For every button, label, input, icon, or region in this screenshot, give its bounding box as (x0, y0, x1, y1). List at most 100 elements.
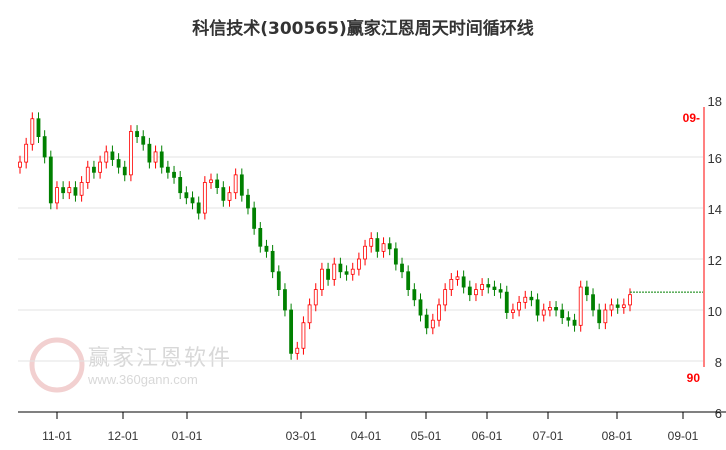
candle-body (326, 268, 330, 280)
y-tick-label: 18 (708, 94, 722, 109)
candle-body (165, 166, 170, 173)
candle-body (295, 347, 300, 354)
candle-body (621, 304, 626, 308)
candle-body (42, 136, 47, 158)
candle-body (320, 268, 324, 291)
candle-body (455, 276, 460, 280)
candle-body (141, 136, 146, 145)
candle-body (504, 291, 509, 313)
candle-body (480, 284, 485, 290)
x-tick-label: 05-01 (411, 429, 442, 443)
candle-body (184, 192, 189, 199)
y-tick-label: 10 (708, 304, 722, 319)
candle-body (289, 309, 294, 354)
y-tick-label: 8 (715, 355, 722, 370)
candle-body (400, 263, 404, 273)
candle-body (344, 271, 349, 275)
x-tick-label: 08-01 (602, 429, 633, 443)
candle-body (147, 143, 152, 163)
candle-body (467, 286, 472, 296)
candle-body (55, 187, 59, 204)
candle-body (529, 296, 534, 301)
y-tick-label: 16 (708, 151, 722, 166)
x-tick-label: 01-01 (172, 429, 203, 443)
candle-body (227, 192, 232, 201)
candle-body (430, 319, 435, 329)
candle-body (276, 271, 281, 291)
candle-body (615, 304, 620, 308)
candle-body (301, 322, 306, 349)
candle-body (258, 227, 263, 247)
candle-body (381, 243, 386, 252)
candle-body (437, 304, 441, 321)
candle-body (24, 143, 29, 163)
candle-body (122, 166, 127, 176)
candle-body (246, 194, 250, 209)
candle-body (369, 238, 374, 247)
cycle-label-bottom: 90 (687, 371, 701, 385)
candle-body (350, 268, 355, 275)
candle-body (252, 207, 257, 229)
y-tick-label: 6 (715, 406, 722, 421)
candle-body (511, 309, 515, 313)
candle-body (313, 289, 318, 306)
candle-body (554, 307, 558, 311)
candle-body (418, 299, 423, 316)
candle-body (560, 309, 565, 319)
candle-body (215, 179, 220, 188)
candle-body (73, 187, 78, 196)
candle-body (523, 296, 528, 303)
x-tick-label: 09-01 (668, 429, 699, 443)
candle-body (67, 187, 72, 194)
candle-body (461, 276, 466, 288)
x-tick-label: 04-01 (351, 429, 382, 443)
candle-body (541, 309, 546, 316)
candle-body (406, 271, 411, 291)
candle-body (566, 317, 571, 321)
candle-body (338, 263, 343, 273)
x-tick-label: 06-01 (472, 429, 503, 443)
candle-body (603, 309, 608, 324)
candle-body (110, 151, 115, 160)
candle-body (209, 179, 213, 183)
candle-body (190, 197, 195, 204)
x-tick-label: 03-01 (286, 429, 317, 443)
candle-body (572, 319, 577, 326)
candle-body (498, 289, 503, 293)
candle-body (79, 182, 84, 196)
y-tick-label: 12 (708, 253, 722, 268)
candle-body (424, 314, 429, 329)
candle-body (609, 304, 614, 311)
x-tick-label: 12-01 (108, 429, 139, 443)
candle-body (597, 309, 602, 324)
candle-body (264, 245, 269, 252)
candle-body (363, 245, 367, 260)
cycle-label-top: 09- (683, 111, 700, 125)
candle-body (307, 304, 312, 324)
candle-body (584, 286, 589, 296)
y-tick-label: 14 (708, 202, 722, 217)
candle-body (356, 258, 361, 270)
candle-body (387, 243, 392, 250)
candle-body (36, 118, 41, 138)
candle-body (135, 131, 139, 137)
candle-body (116, 159, 121, 168)
candle-body (129, 131, 133, 176)
candle-body (332, 263, 337, 280)
candle-body (18, 161, 22, 168)
candle-body (178, 176, 183, 194)
candle-body (474, 289, 478, 296)
candle-body (486, 284, 491, 288)
candle-body (591, 294, 595, 311)
candle-body (628, 294, 632, 306)
candle-body (393, 248, 398, 265)
candle-body (221, 187, 226, 201)
candle-body (535, 299, 540, 316)
candle-body (104, 151, 109, 163)
candle-body (375, 238, 380, 252)
candle-body (270, 250, 275, 273)
candle-body (61, 187, 66, 194)
candle-body (85, 166, 90, 183)
